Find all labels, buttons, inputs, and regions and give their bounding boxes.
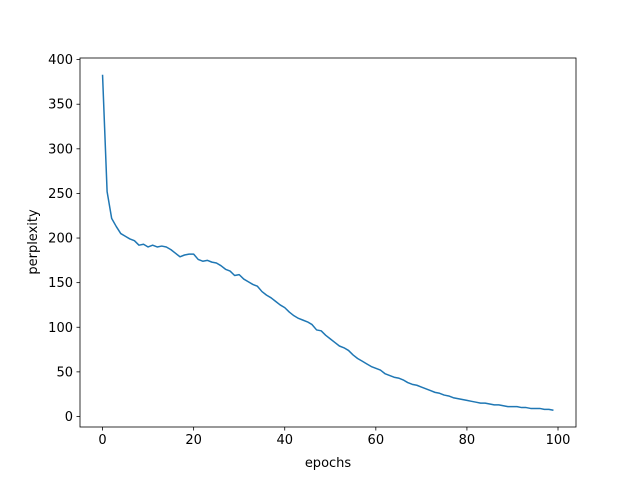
x-tick-label: 0 [98, 433, 106, 448]
y-tick-label: 400 [48, 53, 73, 68]
line-series [101, 74, 554, 411]
y-tick-label: 150 [48, 276, 73, 291]
y-tick-label: 250 [48, 187, 73, 202]
axes-frame [79, 57, 577, 428]
y-tick-label: 50 [56, 365, 73, 380]
x-tick-label: 40 [276, 433, 293, 448]
y-tick-label: 300 [48, 142, 73, 157]
x-tick-label: 20 [185, 433, 202, 448]
x-tick-label: 80 [459, 433, 476, 448]
y-tick-label: 100 [48, 321, 73, 336]
x-tick-label: 100 [546, 433, 571, 448]
x-tick-label: 60 [368, 433, 385, 448]
x-axis-label: epochs [305, 456, 352, 471]
y-axis-label: perplexity [26, 209, 41, 275]
y-tick-label: 350 [48, 98, 73, 113]
y-tick-label: 0 [65, 410, 73, 425]
y-tick-label: 200 [48, 232, 73, 247]
